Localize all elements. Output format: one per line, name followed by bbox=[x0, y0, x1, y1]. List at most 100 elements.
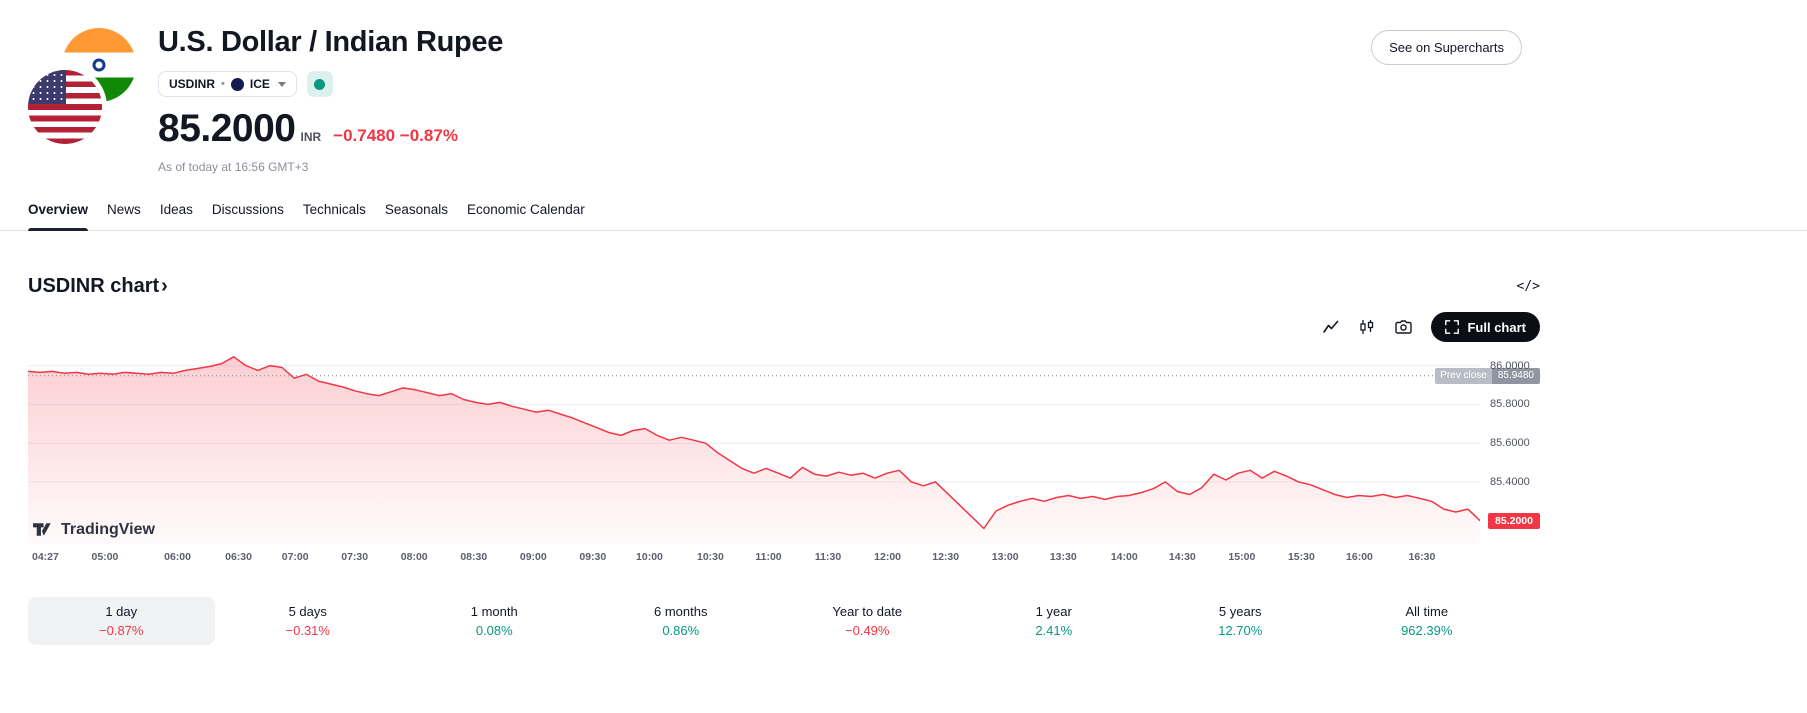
price-line bbox=[28, 356, 1480, 530]
tradingview-logo-icon bbox=[33, 523, 51, 536]
last-price-value: 85.2000 bbox=[158, 107, 296, 150]
tab-overview[interactable]: Overview bbox=[28, 192, 89, 231]
period-year-to-date[interactable]: Year to date −0.49% bbox=[774, 597, 961, 645]
period-1-day[interactable]: 1 day −0.87% bbox=[28, 597, 215, 645]
bullet-separator: • bbox=[221, 78, 225, 90]
time-axis-label: 13:30 bbox=[1049, 551, 1077, 563]
time-axis-label: 16:00 bbox=[1346, 551, 1373, 563]
time-axis-label: 07:00 bbox=[281, 551, 309, 563]
time-axis-label: 08:00 bbox=[400, 551, 428, 563]
period-change-value: 0.08% bbox=[475, 623, 513, 638]
tab-news[interactable]: News bbox=[107, 192, 141, 230]
prev-close-title: Prev close bbox=[1435, 367, 1492, 384]
embed-code-icon[interactable]: </> bbox=[1516, 279, 1540, 294]
period-all-time[interactable]: All time 962.39% bbox=[1334, 597, 1521, 645]
period-label: 6 months bbox=[654, 604, 708, 619]
chart-section-title: USDINR chart bbox=[28, 275, 160, 297]
tab-seasonals[interactable]: Seasonals bbox=[385, 192, 448, 230]
period-1-month[interactable]: 1 month 0.08% bbox=[401, 597, 588, 645]
time-axis-label: 14:30 bbox=[1168, 551, 1196, 563]
time-axis-label: 05:00 bbox=[91, 551, 119, 563]
time-axis-label: 15:30 bbox=[1287, 551, 1315, 563]
prev-close-badge: Prev close 85.9480 bbox=[1435, 367, 1540, 384]
period-change-value: −0.49% bbox=[845, 623, 890, 638]
time-axis-label: 11:00 bbox=[755, 551, 782, 563]
watermark-brand: TradingView bbox=[61, 520, 155, 538]
prev-close-value: 85.9480 bbox=[1491, 367, 1540, 384]
see-on-supercharts-button[interactable]: See on Supercharts bbox=[1371, 30, 1522, 65]
time-axis-label: 10:30 bbox=[697, 551, 724, 563]
market-status-badge[interactable] bbox=[306, 71, 333, 97]
symbol-overview-page: U.S. Dollar / Indian Rupee USDINR • ICE … bbox=[0, 0, 1807, 645]
as-of-timestamp: As of today at 16:56 GMT+3 bbox=[158, 160, 309, 174]
us-flag-icon bbox=[28, 70, 102, 144]
time-axis-label: 06:30 bbox=[225, 551, 252, 563]
period-5-days[interactable]: 5 days −0.31% bbox=[215, 597, 402, 645]
price-row: 85.2000 INR −0.7480 −0.87% bbox=[158, 107, 503, 151]
time-axis-label: 08:30 bbox=[460, 551, 488, 563]
time-axis-label: 15:00 bbox=[1228, 551, 1256, 563]
last-price-badge: 85.2000 bbox=[1488, 512, 1540, 529]
ice-exchange-icon bbox=[230, 77, 244, 91]
chart-section-link[interactable]: USDINR chart › bbox=[28, 275, 168, 298]
full-chart-label: Full chart bbox=[1467, 319, 1526, 335]
symbol-header: U.S. Dollar / Indian Rupee USDINR • ICE … bbox=[28, 0, 1540, 174]
symbol-source-button[interactable]: USDINR • ICE bbox=[158, 71, 297, 97]
chevron-right-icon: › bbox=[161, 275, 168, 297]
time-axis-label: 14:00 bbox=[1110, 551, 1138, 563]
symbol-label: USDINR bbox=[169, 77, 216, 91]
time-axis-label: 12:30 bbox=[932, 551, 960, 563]
time-axis-label: 09:30 bbox=[579, 551, 607, 563]
y-axis-label: 85.6000 bbox=[1490, 437, 1530, 450]
y-axis-label: 86.0000 bbox=[1490, 359, 1530, 372]
chakra-icon bbox=[92, 58, 106, 72]
y-axis-label: 85.4000 bbox=[1490, 475, 1530, 488]
period-change-value: −0.31% bbox=[285, 623, 330, 638]
time-axis-label: 04:27 bbox=[31, 551, 59, 563]
candlestick-icon bbox=[1360, 320, 1374, 334]
time-axis-label: 10:00 bbox=[636, 551, 663, 563]
period-6-months[interactable]: 6 months 0.86% bbox=[588, 597, 775, 645]
chart-section-header: USDINR chart › </> bbox=[28, 275, 1540, 298]
us-flag-canton bbox=[28, 70, 66, 104]
price-chart[interactable]: TradingView Prev close 85.9480 85.2000 8… bbox=[28, 352, 1540, 544]
camera-icon bbox=[1395, 319, 1412, 334]
symbol-head-main: U.S. Dollar / Indian Rupee USDINR • ICE … bbox=[158, 24, 503, 174]
period-label: 1 day bbox=[105, 604, 138, 619]
tab-ideas[interactable]: Ideas bbox=[160, 192, 193, 230]
exchange-label: ICE bbox=[249, 77, 270, 91]
period-change-value: −0.87% bbox=[99, 623, 144, 638]
area-chart-icon bbox=[1323, 320, 1339, 333]
time-axis: 04:27 05:00 06:00 06:30 07:00 07:30 08:00 08:30… bbox=[28, 551, 1480, 569]
period-label: 5 years bbox=[1218, 604, 1262, 619]
period-label: All time bbox=[1405, 604, 1449, 619]
period-change-value: 12.70% bbox=[1218, 623, 1263, 638]
tab-technicals[interactable]: Technicals bbox=[303, 192, 366, 230]
y-axis-label: 85.8000 bbox=[1490, 398, 1530, 411]
period-change-value: 962.39% bbox=[1401, 623, 1453, 638]
chevron-down-icon bbox=[277, 81, 286, 87]
area-chart-type-button[interactable] bbox=[1317, 313, 1345, 341]
usdinr-pair-flag-icon bbox=[28, 28, 136, 144]
snapshot-button[interactable] bbox=[1389, 313, 1417, 341]
period-label: 1 month bbox=[470, 604, 518, 619]
time-axis-label: 11:30 bbox=[814, 551, 842, 563]
period-5-years[interactable]: 5 years 12.70% bbox=[1147, 597, 1334, 645]
time-axis-label: 06:00 bbox=[164, 551, 191, 563]
tab-economic-calendar[interactable]: Economic Calendar bbox=[467, 192, 585, 230]
price-chart-svg bbox=[28, 356, 1480, 544]
time-axis-label: 09:00 bbox=[519, 551, 547, 563]
tab-discussions[interactable]: Discussions bbox=[212, 192, 284, 230]
time-axis-label: 12:00 bbox=[874, 551, 902, 563]
fullscreen-icon bbox=[1445, 320, 1460, 334]
price-change: −0.7480 −0.87% bbox=[333, 126, 458, 145]
period-change-value: 2.41% bbox=[1035, 623, 1073, 638]
candlestick-chart-type-button[interactable] bbox=[1353, 313, 1381, 341]
symbol-row: USDINR • ICE bbox=[158, 71, 503, 97]
price-area bbox=[28, 356, 1480, 544]
full-chart-button[interactable]: Full chart bbox=[1431, 312, 1540, 342]
period-1-year[interactable]: 1 year 2.41% bbox=[961, 597, 1148, 645]
period-label: Year to date bbox=[832, 604, 903, 619]
page-title: U.S. Dollar / Indian Rupee bbox=[158, 26, 504, 58]
tab-bar: Overview News Ideas Discussions Technicals Se… bbox=[0, 192, 1807, 231]
